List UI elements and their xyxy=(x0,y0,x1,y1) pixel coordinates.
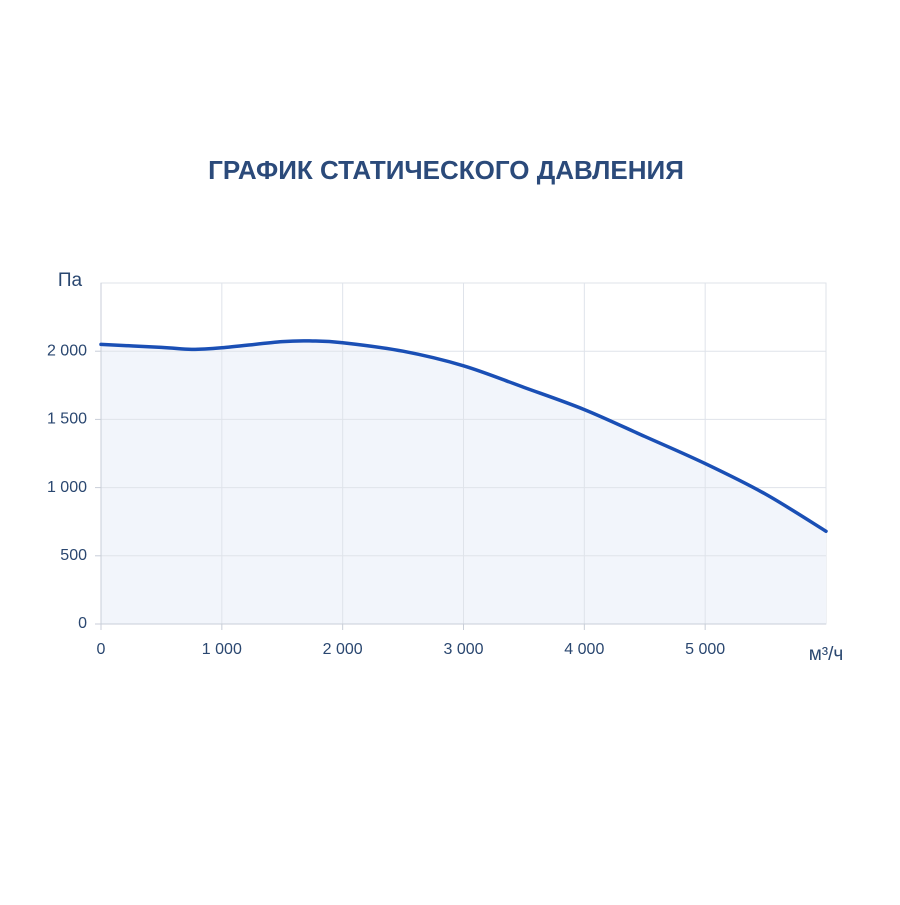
x-tick-label: 3 000 xyxy=(443,641,483,658)
y-tick-label: 2 000 xyxy=(47,342,87,359)
x-tick-label: 4 000 xyxy=(564,641,604,658)
y-tick-label: 1 500 xyxy=(47,411,87,428)
x-tick-label: 5 000 xyxy=(685,641,725,658)
y-tick-label: 1 000 xyxy=(47,479,87,496)
x-tick-label: 2 000 xyxy=(323,641,363,658)
x-tick-label: 1 000 xyxy=(202,641,242,658)
y-tick-label: 0 xyxy=(78,615,87,632)
y-tick-label: 500 xyxy=(60,547,87,564)
line xyxy=(99,339,828,533)
chart-title: ГРАФИК СТАТИЧЕСКОГО ДАВЛЕНИЯ xyxy=(208,155,684,185)
x-axis-label: м³/ч xyxy=(809,644,844,665)
y-axis-label: Па xyxy=(58,270,83,291)
x-tick-label: 0 xyxy=(97,641,106,658)
